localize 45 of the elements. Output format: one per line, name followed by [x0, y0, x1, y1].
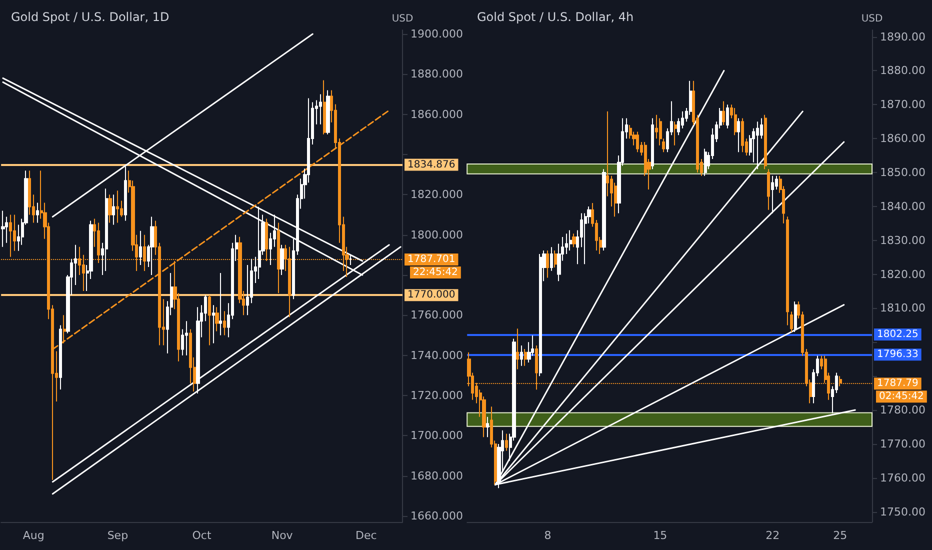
x-tick-label: Nov: [271, 529, 294, 542]
ref-line-label: 1770.000: [408, 290, 456, 301]
y-tick-label: 1660.000: [410, 509, 464, 522]
x-tick-label: Dec: [356, 529, 377, 542]
ref-line-label: 1802.25: [877, 329, 918, 340]
y-tick-label: 1880.00: [880, 64, 926, 78]
y-tick-label: 1820.000: [410, 188, 464, 202]
x-tick-label: 8: [544, 529, 552, 542]
y-tick-label: 1700.000: [410, 429, 464, 442]
y-tick-label: 1890.00: [880, 30, 926, 44]
ref-line-label: 1787.79: [877, 378, 918, 390]
text: 22:45:42: [413, 267, 458, 278]
y-tick-label: 1750.00: [880, 505, 926, 518]
ref-line-label: 1787.701: [408, 254, 456, 266]
y-tick-label: 1760.000: [410, 308, 464, 322]
y-tick-label: 1860.00: [880, 132, 926, 146]
y-tick-label: 1770.00: [880, 437, 926, 450]
ref-line-label: 1796.33: [877, 349, 918, 360]
x-tick-label: 22: [766, 529, 780, 542]
x-tick-label: 25: [833, 529, 848, 542]
y-tick-label: 1680.000: [410, 469, 464, 482]
y-tick-label: 1870.00: [880, 98, 926, 112]
y-axis-title: USD: [861, 14, 883, 24]
y-tick-label: 1900.000: [410, 28, 464, 41]
y-tick-label: 1840.00: [880, 200, 926, 213]
y-tick-label: 1820.00: [880, 268, 926, 281]
y-tick-label: 1830.00: [880, 234, 926, 247]
y-tick-label: 1860.000: [410, 108, 464, 121]
x-tick-label: Oct: [192, 529, 212, 542]
y-tick-label: 1760.00: [880, 471, 926, 484]
y-tick-label: 1740.000: [410, 348, 464, 362]
y-tick-label: 1880.000: [410, 68, 464, 81]
y-axis-title: USD: [392, 14, 414, 24]
text: 02:45:42: [879, 391, 924, 402]
chart-title: Gold Spot / U.S. Dollar, 4h: [477, 10, 634, 24]
ref-line-label: 1834.876: [408, 159, 456, 170]
y-tick-label: 1720.000: [410, 388, 464, 402]
y-tick-label: 1800.000: [410, 228, 464, 242]
y-tick-label: 1780.00: [880, 404, 926, 417]
x-tick-label: Aug: [22, 529, 44, 542]
chart-title: Gold Spot / U.S. Dollar, 1D: [11, 10, 170, 24]
x-tick-label: 15: [653, 529, 668, 542]
y-tick-label: 1810.00: [880, 302, 926, 315]
y-tick-label: 1850.00: [880, 166, 926, 180]
x-tick-label: Sep: [107, 529, 128, 542]
